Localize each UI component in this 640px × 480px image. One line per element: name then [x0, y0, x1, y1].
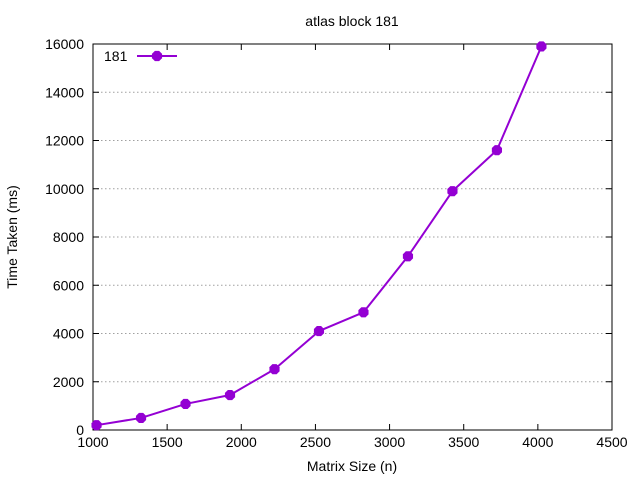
data-point: [313, 326, 325, 337]
x-tick-label: 1500: [152, 434, 183, 450]
data-point: [402, 251, 414, 262]
x-tick-label: 4000: [522, 434, 553, 450]
data-point: [447, 186, 458, 197]
y-tick-label: 6000: [53, 277, 84, 293]
y-axis-label: Time Taken (ms): [4, 185, 20, 288]
data-point: [491, 145, 503, 156]
x-tick-label: 2000: [226, 434, 257, 450]
chart-title: atlas block 181: [305, 13, 399, 29]
data-point: [269, 364, 280, 375]
data-point: [180, 398, 191, 410]
x-tick-label: 1000: [77, 434, 108, 450]
y-tick-label: 10000: [45, 181, 84, 197]
x-tick-label: 3500: [448, 434, 479, 450]
data-point: [224, 389, 236, 401]
gridlines: [93, 91, 612, 383]
y-tick-label: 0: [76, 422, 84, 438]
data-point: [135, 412, 147, 424]
legend-marker: [151, 50, 163, 62]
data-point: [91, 420, 102, 431]
tick-labels: 0 2000 4000 6000 8000 10000 12000 14000 16000 100…: [45, 36, 628, 450]
legend-label: 181: [104, 48, 128, 64]
y-tick-label: 14000: [45, 84, 84, 100]
y-tick-label: 12000: [45, 133, 84, 149]
y-tick-label: 2000: [53, 374, 84, 390]
x-tick-label: 3000: [374, 434, 405, 450]
x-tick-label: 4500: [596, 434, 627, 450]
axis-ticks: [92, 43, 613, 431]
x-tick-label: 2500: [300, 434, 331, 450]
y-tick-label: 16000: [45, 36, 84, 52]
legend: 181: [104, 48, 177, 64]
y-tick-label: 8000: [53, 229, 84, 245]
series-layer: [91, 41, 547, 431]
y-tick-label: 4000: [53, 326, 84, 342]
x-axis-label: Matrix Size (n): [307, 458, 397, 474]
data-point: [536, 41, 547, 52]
data-point: [358, 307, 369, 318]
